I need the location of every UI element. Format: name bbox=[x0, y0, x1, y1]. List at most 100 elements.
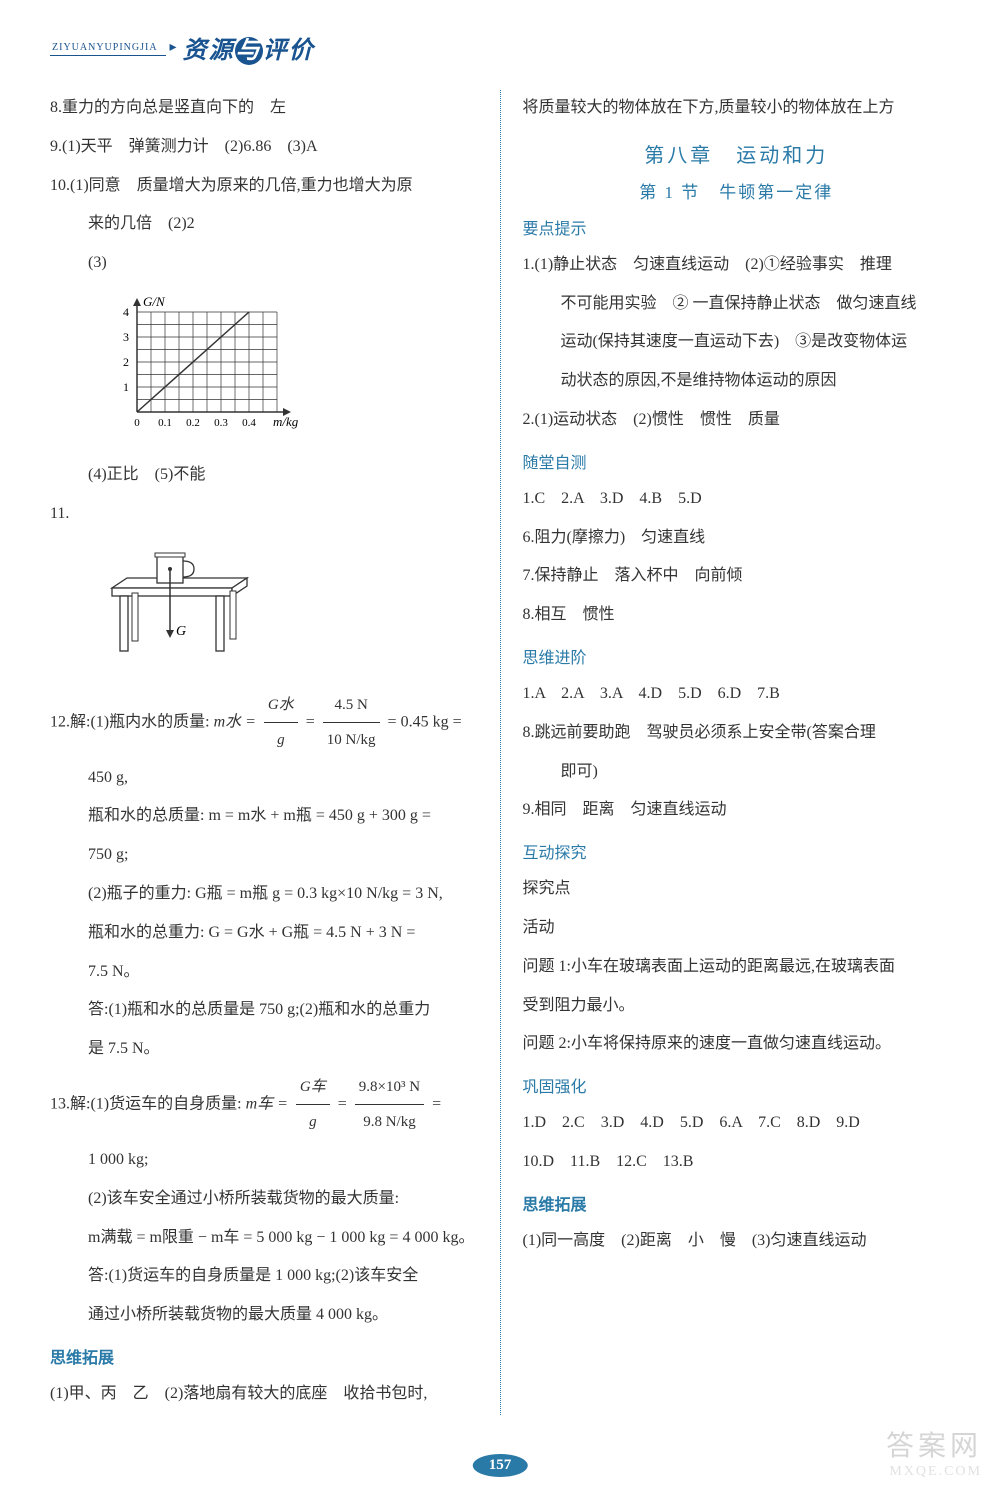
a12a-prefix: 12.解:(1)瓶内水的质量: bbox=[50, 713, 210, 730]
frac-12-2: 4.5 N 10 N/kg bbox=[323, 688, 380, 758]
rth8b: 即可) bbox=[523, 754, 951, 791]
answer-12f: 瓶和水的总重力: G = G水 + G瓶 = 4.5 N + 3 N = bbox=[50, 915, 478, 952]
line-graph-svg: 1 2 3 4 0 0.1 0.2 0.3 0.4 G/N m/kg bbox=[102, 292, 302, 442]
section-extension-right: 思维拓展 bbox=[523, 1191, 951, 1215]
r1d: 动状态的原因,不是维持物体运动的原因 bbox=[523, 363, 951, 400]
answer-13b: 1 000 kg; bbox=[50, 1142, 478, 1179]
rc2: 10.D 11.B 12.C 13.B bbox=[523, 1144, 951, 1181]
svg-text:3: 3 bbox=[123, 330, 129, 344]
page-footer: 157 bbox=[473, 1454, 528, 1477]
rt1: 1.C 2.A 3.D 4.B 5.D bbox=[523, 481, 951, 518]
r1b: 不可能用实验 ② 一直保持静止状态 做匀速直线 bbox=[523, 286, 951, 323]
header-pinyin: ZIYUANYUPINGJIA bbox=[50, 40, 166, 56]
svg-text:2: 2 bbox=[123, 355, 129, 369]
svg-text:m/kg: m/kg bbox=[273, 414, 299, 429]
section-title: 第 1 节 牛顿第一定律 bbox=[523, 178, 951, 203]
answer-11-label: 11. bbox=[50, 496, 478, 533]
cup-on-table-svg: G bbox=[102, 543, 262, 673]
section-hint: 要点提示 bbox=[523, 215, 951, 239]
rth8a: 8.跳远前要助跑 驾驶员必须系上安全带(答案合理 bbox=[523, 715, 951, 752]
frac-num2: 9.8×10³ N bbox=[355, 1070, 424, 1106]
book-title: 资源与评价 bbox=[183, 30, 315, 65]
answer-10c-text: (3) bbox=[88, 254, 107, 271]
right-column: 将质量较大的物体放在下方,质量较小的物体放在上方 第八章 运动和力 第 1 节 … bbox=[523, 90, 951, 1415]
a12a-eqright: = 0.45 kg = bbox=[388, 713, 462, 730]
svg-text:G/N: G/N bbox=[143, 294, 166, 309]
title-yu: 与 bbox=[235, 37, 263, 65]
rext1: (1)同一高度 (2)距离 小 慢 (3)匀速直线运动 bbox=[523, 1223, 951, 1260]
svg-text:0.3: 0.3 bbox=[214, 417, 228, 429]
frac-13-1: G车 g bbox=[296, 1070, 330, 1140]
answer-13e: 答:(1)货运车的自身质量是 1 000 kg;(2)该车安全 bbox=[50, 1258, 478, 1295]
answer-12b: 450 g, bbox=[50, 760, 478, 797]
page-number: 157 bbox=[473, 1454, 528, 1477]
a12a-eq1: m水 = bbox=[214, 713, 256, 730]
left-column: 8.重力的方向总是竖直向下的 左 9.(1)天平 弹簧测力计 (2)6.86 (… bbox=[50, 90, 478, 1415]
section-consolidate: 巩固强化 bbox=[523, 1073, 951, 1097]
answer-13a: 13.解:(1)货运车的自身质量: m车 = G车 g = 9.8×10³ N … bbox=[50, 1070, 478, 1140]
r2: 2.(1)运动状态 (2)惯性 惯性 质量 bbox=[523, 402, 951, 439]
answer-10d: (4)正比 (5)不能 bbox=[50, 457, 478, 494]
two-column-layout: 8.重力的方向总是竖直向下的 左 9.(1)天平 弹簧测力计 (2)6.86 (… bbox=[50, 90, 950, 1415]
answer-8: 8.重力的方向总是竖直向下的 左 bbox=[50, 90, 478, 127]
ri3b: 受到阻力最小。 bbox=[523, 988, 951, 1025]
answer-12g: 7.5 N。 bbox=[50, 954, 478, 991]
svg-text:0.2: 0.2 bbox=[186, 417, 200, 429]
answer-10a: 10.(1)同意 质量增大为原来的几倍,重力也增大为原 bbox=[50, 168, 478, 205]
column-divider bbox=[500, 90, 501, 1415]
frac-den2: 10 N/kg bbox=[323, 723, 380, 758]
answer-12a: 12.解:(1)瓶内水的质量: m水 = G水 g = 4.5 N 10 N/k… bbox=[50, 688, 478, 758]
answer-10b: 来的几倍 (2)2 bbox=[50, 206, 478, 243]
rt7: 7.保持静止 落入杯中 向前倾 bbox=[523, 558, 951, 595]
answer-13c: (2)该车安全通过小桥所装载货物的最大质量: bbox=[50, 1181, 478, 1218]
rt8: 8.相互 惯性 bbox=[523, 597, 951, 634]
rc1: 1.D 2.C 3.D 4.D 5.D 6.A 7.C 8.D 9.D bbox=[523, 1105, 951, 1142]
ri2: 活动 bbox=[523, 910, 951, 947]
watermark: 答案网 MXQE.COM bbox=[886, 1424, 982, 1480]
frac-num: G水 bbox=[264, 688, 298, 724]
answer-12h: 答:(1)瓶和水的总质量是 750 g;(2)瓶和水的总重力 bbox=[50, 992, 478, 1029]
answer-12i: 是 7.5 N。 bbox=[50, 1031, 478, 1068]
frac-num2: 4.5 N bbox=[323, 688, 380, 724]
watermark-line1: 答案网 bbox=[886, 1424, 982, 1464]
r1a: 1.(1)静止状态 匀速直线运动 (2)①经验事实 推理 bbox=[523, 247, 951, 284]
a13a-eqmid: = bbox=[338, 1096, 347, 1113]
svg-text:0.1: 0.1 bbox=[158, 417, 172, 429]
book-header: ZIYUANYUPINGJIA ▸ 资源与评价 bbox=[50, 30, 950, 65]
arrow-icon: ▸ bbox=[170, 39, 177, 56]
gn-graph: 1 2 3 4 0 0.1 0.2 0.3 0.4 G/N m/kg bbox=[102, 292, 478, 447]
frac-13-2: 9.8×10³ N 9.8 N/kg bbox=[355, 1070, 424, 1140]
rth1: 1.A 2.A 3.A 4.D 5.D 6.D 7.B bbox=[523, 676, 951, 713]
answer-12e: (2)瓶子的重力: G瓶 = m瓶 g = 0.3 kg×10 N/kg = 3… bbox=[50, 876, 478, 913]
answer-12d: 750 g; bbox=[50, 837, 478, 874]
answer-10c-label: (3) bbox=[50, 245, 478, 282]
title-part2: 评价 bbox=[263, 38, 315, 64]
frac-num: G车 bbox=[296, 1070, 330, 1106]
answer-13d: m满载 = m限重 − m车 = 5 000 kg − 1 000 kg = 4… bbox=[50, 1220, 478, 1257]
rth9: 9.相同 距离 匀速直线运动 bbox=[523, 792, 951, 829]
frac-12-1: G水 g bbox=[264, 688, 298, 758]
section-extension-left: 思维拓展 bbox=[50, 1344, 478, 1368]
a13a-prefix: 13.解:(1)货运车的自身质量: bbox=[50, 1096, 242, 1113]
frac-den: g bbox=[296, 1105, 330, 1140]
svg-text:0.4: 0.4 bbox=[242, 417, 256, 429]
section-interactive: 互动探究 bbox=[523, 839, 951, 863]
ri4: 问题 2:小车将保持原来的速度一直做匀速直线运动。 bbox=[523, 1026, 951, 1063]
frac-den2: 9.8 N/kg bbox=[355, 1105, 424, 1140]
a13a-eq1: m车 = bbox=[246, 1096, 288, 1113]
answer-13f: 通过小桥所装载货物的最大质量 4 000 kg。 bbox=[50, 1297, 478, 1334]
ext-answer-1: (1)甲、丙 乙 (2)落地扇有较大的底座 收拾书包时, bbox=[50, 1376, 478, 1413]
rt6: 6.阻力(摩擦力) 匀速直线 bbox=[523, 520, 951, 557]
svg-text:0: 0 bbox=[134, 417, 140, 429]
r1c: 运动(保持其速度一直运动下去) ③是改变物体运 bbox=[523, 324, 951, 361]
title-part1: 资源 bbox=[183, 38, 235, 64]
svg-text:1: 1 bbox=[123, 380, 129, 394]
svg-text:4: 4 bbox=[123, 305, 129, 319]
watermark-line2: MXQE.COM bbox=[886, 1464, 982, 1480]
chapter-title: 第八章 运动和力 bbox=[523, 139, 951, 168]
frac-den: g bbox=[264, 723, 298, 758]
cup-table-diagram: G bbox=[102, 543, 478, 678]
answer-9: 9.(1)天平 弹簧测力计 (2)6.86 (3)A bbox=[50, 129, 478, 166]
ri1: 探究点 bbox=[523, 871, 951, 908]
a12a-eqmid: = bbox=[306, 713, 315, 730]
